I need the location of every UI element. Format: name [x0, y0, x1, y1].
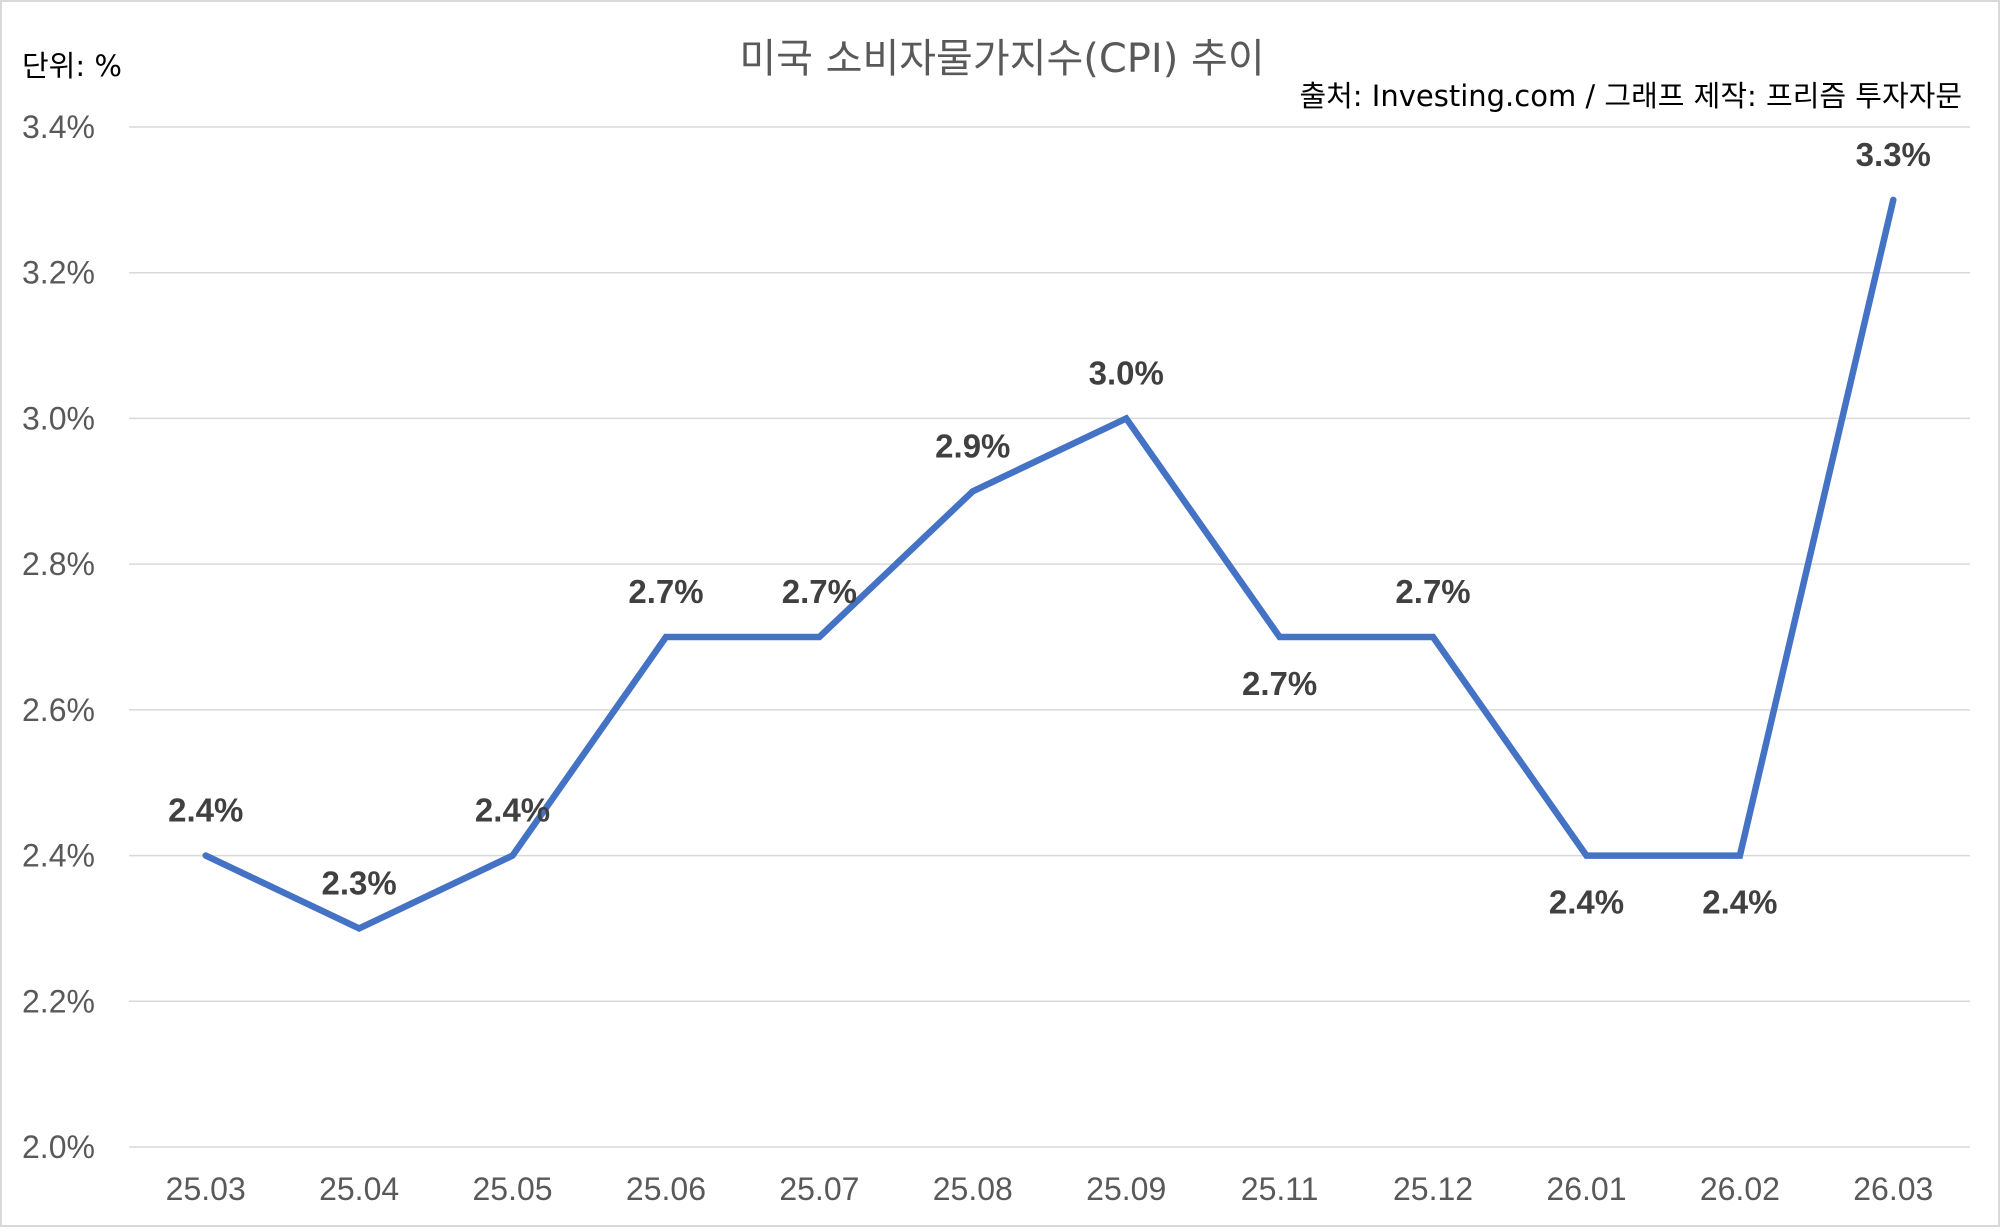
data-label: 2.7%: [1395, 573, 1470, 610]
data-label: 2.4%: [1702, 884, 1777, 921]
data-point: [1123, 415, 1130, 422]
y-tick-label: 3.4%: [22, 109, 95, 145]
data-point: [1430, 634, 1437, 640]
x-tick-label: 25.06: [626, 1171, 706, 1207]
x-tick-label: 25.11: [1241, 1171, 1319, 1207]
data-point: [1583, 852, 1590, 859]
series-line: [202, 196, 1897, 933]
y-tick-label: 2.4%: [22, 838, 95, 874]
x-axis: 25.03 25.04 25.05 25.06 25.07 25.08 25.09 25.11…: [166, 1171, 1934, 1207]
data-point: [356, 925, 363, 932]
x-tick-label: 25.09: [1086, 1171, 1166, 1207]
data-point: [509, 852, 516, 859]
gridlines: [129, 126, 1970, 1148]
y-tick-label: 3.2%: [22, 255, 95, 291]
data-label: 2.4%: [475, 792, 550, 829]
x-tick-label: 25.03: [166, 1171, 246, 1207]
x-tick-label: 25.05: [473, 1171, 553, 1207]
x-tick-label: 26.01: [1546, 1171, 1626, 1207]
data-point: [202, 852, 209, 859]
data-label: 2.4%: [168, 792, 243, 829]
data-label: 2.4%: [1549, 884, 1624, 921]
x-tick-label: 25.08: [933, 1171, 1013, 1207]
x-tick-label: 25.04: [319, 1171, 399, 1207]
y-tick-label: 2.2%: [22, 983, 95, 1019]
data-point: [1736, 852, 1743, 859]
source-label: 출처: Investing.com / 그래프 제작: 프리즘 투자자문: [1299, 79, 1962, 113]
data-label: 3.3%: [1856, 136, 1931, 173]
y-tick-label: 3.0%: [22, 400, 95, 436]
data-point: [662, 634, 669, 640]
x-tick-label: 25.07: [779, 1171, 859, 1207]
y-tick-label: 2.0%: [22, 1129, 95, 1165]
data-point: [816, 634, 823, 640]
chart-title: 미국 소비자물가지수(CPI) 추이: [739, 36, 1264, 82]
x-tick-label: 25.12: [1393, 1171, 1473, 1207]
data-label: 2.9%: [935, 427, 1010, 464]
data-point: [969, 488, 976, 495]
x-tick-label: 26.02: [1700, 1171, 1780, 1207]
x-tick-label: 26.03: [1853, 1171, 1933, 1207]
data-point: [1890, 196, 1897, 203]
data-label: 2.7%: [1242, 665, 1317, 702]
data-label: 2.7%: [782, 573, 857, 610]
data-point: [1276, 634, 1283, 640]
unit-label: 단위: %: [22, 49, 122, 83]
data-label: 2.3%: [322, 864, 397, 901]
series-layer: [202, 196, 1897, 933]
data-label: 3.0%: [1089, 354, 1164, 391]
data-label: 2.7%: [628, 573, 703, 610]
y-tick-label: 2.8%: [22, 546, 95, 582]
data-labels: 2.4% 2.3% 2.4% 2.7% 2.7% 2.9% 3.0% 2.7% 2.7% 2.4%…: [168, 136, 1931, 921]
y-axis: 2.0% 2.2% 2.4% 2.6% 2.8% 3.0% 3.2% 3.4%: [22, 109, 95, 1165]
y-tick-label: 2.6%: [22, 692, 95, 728]
